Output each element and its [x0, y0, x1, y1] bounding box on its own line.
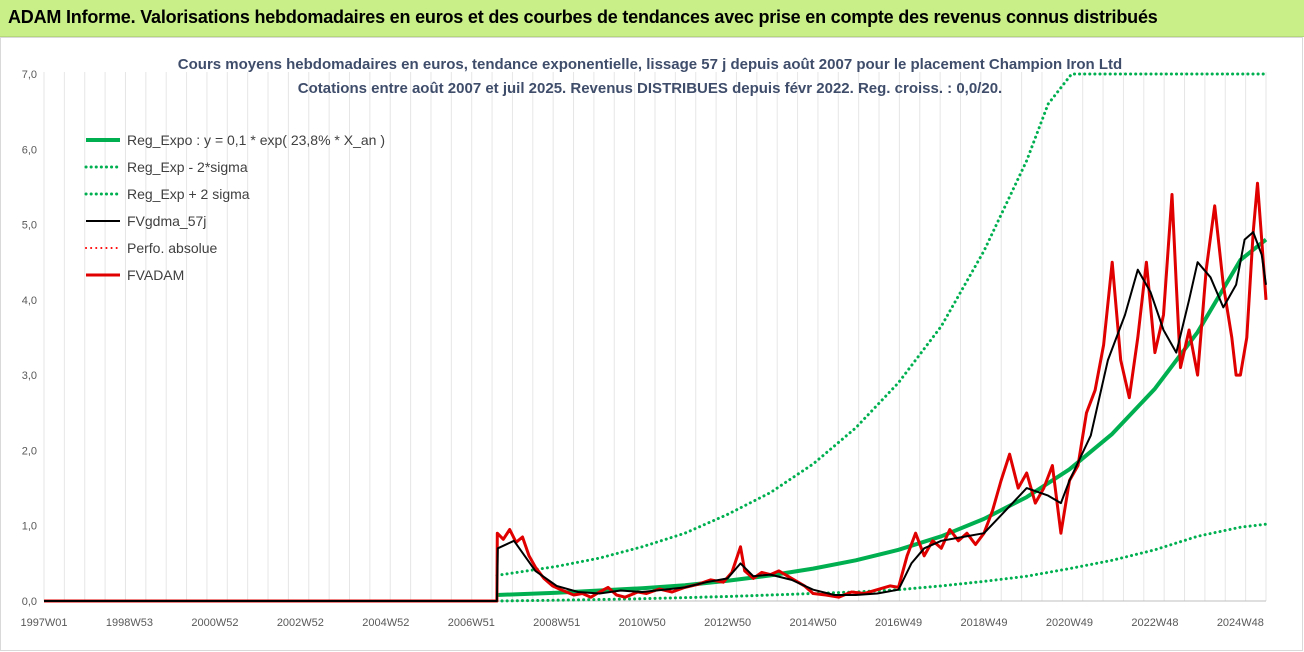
x-tick-label: 2012W50	[704, 617, 751, 629]
chart-frame	[0, 37, 1303, 651]
series-line-5	[44, 181, 1268, 603]
page-title: ADAM Informe. Valorisations hebdomadaire…	[8, 7, 1158, 27]
x-axis-ticks: 1997W01 1998W53 2000W52 2002W52 2004W52 2006W…	[20, 617, 1263, 629]
x-tick-label: 2008W51	[533, 617, 580, 629]
y-tick-label: 5,0	[22, 220, 37, 232]
y-tick-label: 7,0	[22, 69, 37, 81]
series-group	[44, 72, 1268, 603]
chart-grid	[43, 72, 1267, 601]
legend-label: Reg_Exp + 2 sigma	[127, 186, 250, 202]
y-tick-label: 6,0	[22, 144, 37, 156]
y-tick-label: 4,0	[22, 295, 37, 307]
legend-label: FVADAM	[127, 267, 184, 283]
x-tick-label: 2002W52	[277, 617, 324, 629]
x-tick-label: 1997W01	[20, 617, 67, 629]
x-tick-label: 2000W52	[191, 617, 238, 629]
series-line-3	[44, 231, 1267, 602]
legend-label: Reg_Expo : y = 0,1 * exp( 23,8% * X_an )	[127, 132, 385, 148]
legend-label: FVgdma_57j	[127, 213, 206, 229]
x-tick-label: 2006W51	[448, 617, 495, 629]
y-tick-label: 2,0	[22, 445, 37, 457]
series-line-2	[495, 72, 1268, 577]
y-tick-label: 1,0	[22, 521, 37, 533]
x-tick-label: 2020W49	[1046, 617, 1093, 629]
chart-subtitle: Cotations entre août 2007 et juil 2025. …	[298, 80, 1002, 97]
x-tick-label: 2024W48	[1217, 617, 1264, 629]
y-tick-label: 0,0	[22, 596, 37, 608]
x-tick-label: 2018W49	[960, 617, 1007, 629]
x-tick-label: 2022W48	[1131, 617, 1178, 629]
y-axis-ticks: 0,0 1,0 2,0 3,0 4,0 5,0 6,0 7,0	[22, 69, 37, 608]
x-tick-label: 2010W50	[619, 617, 666, 629]
x-tick-label: 2016W49	[875, 617, 922, 629]
header-bar: ADAM Informe. Valorisations hebdomadaire…	[0, 0, 1304, 37]
legend: Reg_Expo : y = 0,1 * exp( 23,8% * X_an )…	[84, 132, 385, 283]
x-tick-label: 2014W50	[790, 617, 837, 629]
y-tick-label: 3,0	[22, 370, 37, 382]
series-line-0	[496, 238, 1268, 597]
x-tick-label: 2004W52	[362, 617, 409, 629]
legend-label: Perfo. absolue	[127, 240, 217, 256]
chart-title: Cours moyens hebdomadaires en euros, ten…	[178, 56, 1122, 73]
x-tick-label: 1998W53	[106, 617, 153, 629]
legend-label: Reg_Exp - 2*sigma	[127, 159, 248, 175]
